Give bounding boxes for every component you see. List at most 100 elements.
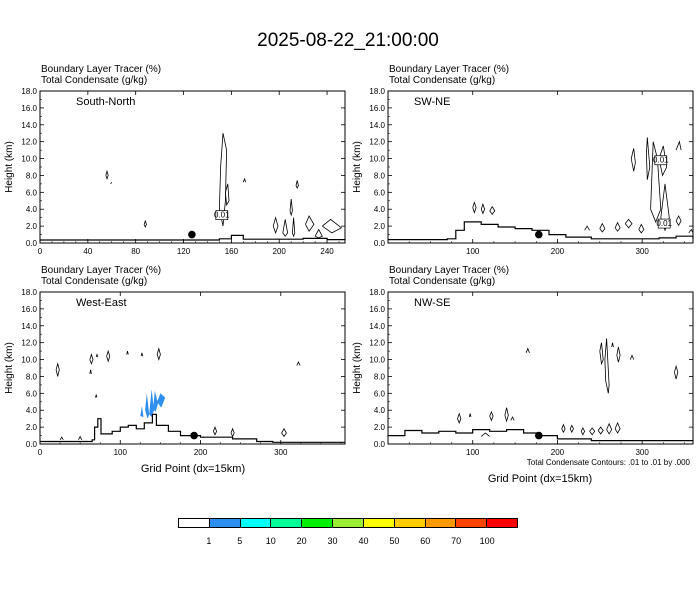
condensate-contour	[614, 421, 621, 434]
y-tick-label: 18.0	[369, 288, 385, 297]
colorbar-label: 30	[327, 536, 338, 546]
y-tick-label: 16.0	[369, 104, 385, 113]
panel-sw-ne: 0.01 0.01 0.0 2.0 4.0 6.0 8.0 10.0 12.0 14.0 16.0 1…	[352, 87, 694, 256]
y-tick-label: 8.0	[26, 171, 38, 180]
colorbar-label: 5	[237, 536, 243, 546]
x-tick-label: 200	[273, 247, 287, 256]
condensate-contour	[510, 416, 515, 421]
panel-title-line-condensate: Total Condensate (g/kg)	[41, 276, 148, 287]
condensate-contour	[55, 362, 60, 377]
y-tick-label: 2.0	[374, 222, 386, 231]
condensate-contour	[589, 427, 596, 436]
colorbar-label: 50	[389, 536, 400, 546]
y-tick-label: 18.0	[21, 288, 37, 297]
condensate-contour	[219, 133, 228, 227]
y-tick-label: 14.0	[369, 322, 385, 331]
y-tick-label: 12.0	[369, 138, 385, 147]
condensate-contour	[143, 219, 147, 228]
x-tick-label: 300	[274, 448, 288, 457]
colorbar	[178, 518, 518, 528]
y-tick-label: 0.0	[374, 440, 386, 449]
y-tick-label: 6.0	[26, 188, 38, 197]
panel-title-line-condensate: Total Condensate (g/kg)	[41, 75, 148, 86]
contour-label: 0.01	[214, 211, 230, 220]
terrain-line	[388, 221, 694, 241]
condensate-contour	[638, 223, 645, 234]
colorbar-swatch	[332, 519, 363, 527]
condensate-contour	[611, 342, 614, 347]
condensate-contour	[624, 218, 633, 229]
condensate-contour	[616, 346, 621, 363]
condensate-contour	[242, 177, 247, 183]
y-tick-label: 14.0	[21, 121, 37, 130]
y-tick-label: 0.0	[26, 440, 38, 449]
condensate-contour	[674, 364, 679, 380]
x-tick-label: 100	[114, 448, 128, 457]
tracer-fill	[153, 390, 158, 412]
condensate-contour	[282, 219, 289, 237]
colorbar-label: 100	[479, 536, 495, 546]
condensate-contour	[296, 361, 301, 366]
condensate-contour	[89, 369, 92, 374]
condensate-contour	[472, 201, 477, 214]
colorbar-swatch	[455, 519, 487, 527]
y-tick-label: 2.0	[26, 423, 38, 432]
condensate-contour	[480, 202, 486, 215]
terrain-line	[40, 413, 345, 443]
colorbar-label: 40	[358, 536, 369, 546]
y-axis-label: Height (km)	[4, 141, 15, 193]
condensate-contour	[675, 215, 682, 227]
y-tick-label: 4.0	[374, 205, 386, 214]
x-tick-label: 120	[177, 247, 191, 256]
x-tick-label: 100	[466, 448, 480, 457]
condensate-contour	[89, 353, 94, 365]
colorbar-swatch	[179, 519, 209, 527]
tracer-fill	[157, 393, 166, 408]
location-marker	[535, 230, 543, 239]
condensate-contour	[305, 215, 315, 232]
x-tick-label: 80	[131, 247, 140, 256]
condensate-contour	[295, 180, 299, 190]
x-tick-label: 200	[551, 448, 565, 457]
tracer-fill	[140, 406, 144, 417]
y-tick-label: 8.0	[374, 372, 386, 381]
condensate-contour	[95, 353, 99, 358]
panel-title-west-east: Boundary Layer Tracer (%) Total Condensa…	[41, 265, 161, 287]
y-tick-label: 10.0	[369, 356, 385, 365]
y-tick-label: 2.0	[374, 423, 386, 432]
condensate-contour	[292, 217, 296, 238]
contour-label-box	[657, 218, 671, 229]
y-tick-label: 8.0	[26, 372, 38, 381]
location-marker	[188, 230, 196, 239]
condensate-contour	[156, 347, 161, 361]
plot-frame	[387, 291, 694, 445]
condensate-contour	[630, 148, 636, 172]
y-tick-label: 12.0	[21, 339, 37, 348]
x-tick-label: 0	[38, 448, 43, 457]
condensate-contour	[604, 338, 610, 394]
condensate-contour	[646, 137, 651, 180]
condensate-contour	[106, 349, 111, 363]
y-tick-label: 6.0	[374, 188, 386, 197]
colorbar-label: 1	[206, 536, 212, 546]
x-tick-label: 200	[551, 247, 565, 256]
tracer-fill	[145, 393, 150, 419]
condensate-contour	[230, 427, 235, 438]
condensate-contour	[489, 410, 494, 422]
panel-title-south-north: Boundary Layer Tracer (%) Total Condensa…	[41, 64, 161, 86]
condensate-contour	[599, 222, 606, 233]
condensate-contour	[272, 216, 279, 235]
condensate-contour	[126, 351, 129, 355]
y-tick-label: 4.0	[26, 205, 38, 214]
section-label: West-East	[76, 297, 127, 309]
condensate-contour	[675, 140, 682, 151]
condensate-contour	[281, 427, 287, 438]
condensate-contour	[110, 181, 113, 185]
x-tick-label: 240	[320, 247, 334, 256]
panel-south-north: 0.01 0.0 2.0 4.0 6.0 8.0 10.0 12.0 14.0 16.0 18.0 H…	[4, 87, 346, 256]
colorbar-label: 70	[451, 536, 462, 546]
condensate-contour	[480, 432, 490, 437]
x-tick-label: 300	[635, 247, 649, 256]
x-axis-label-west-east: Grid Point (dx=15km)	[140, 463, 246, 475]
